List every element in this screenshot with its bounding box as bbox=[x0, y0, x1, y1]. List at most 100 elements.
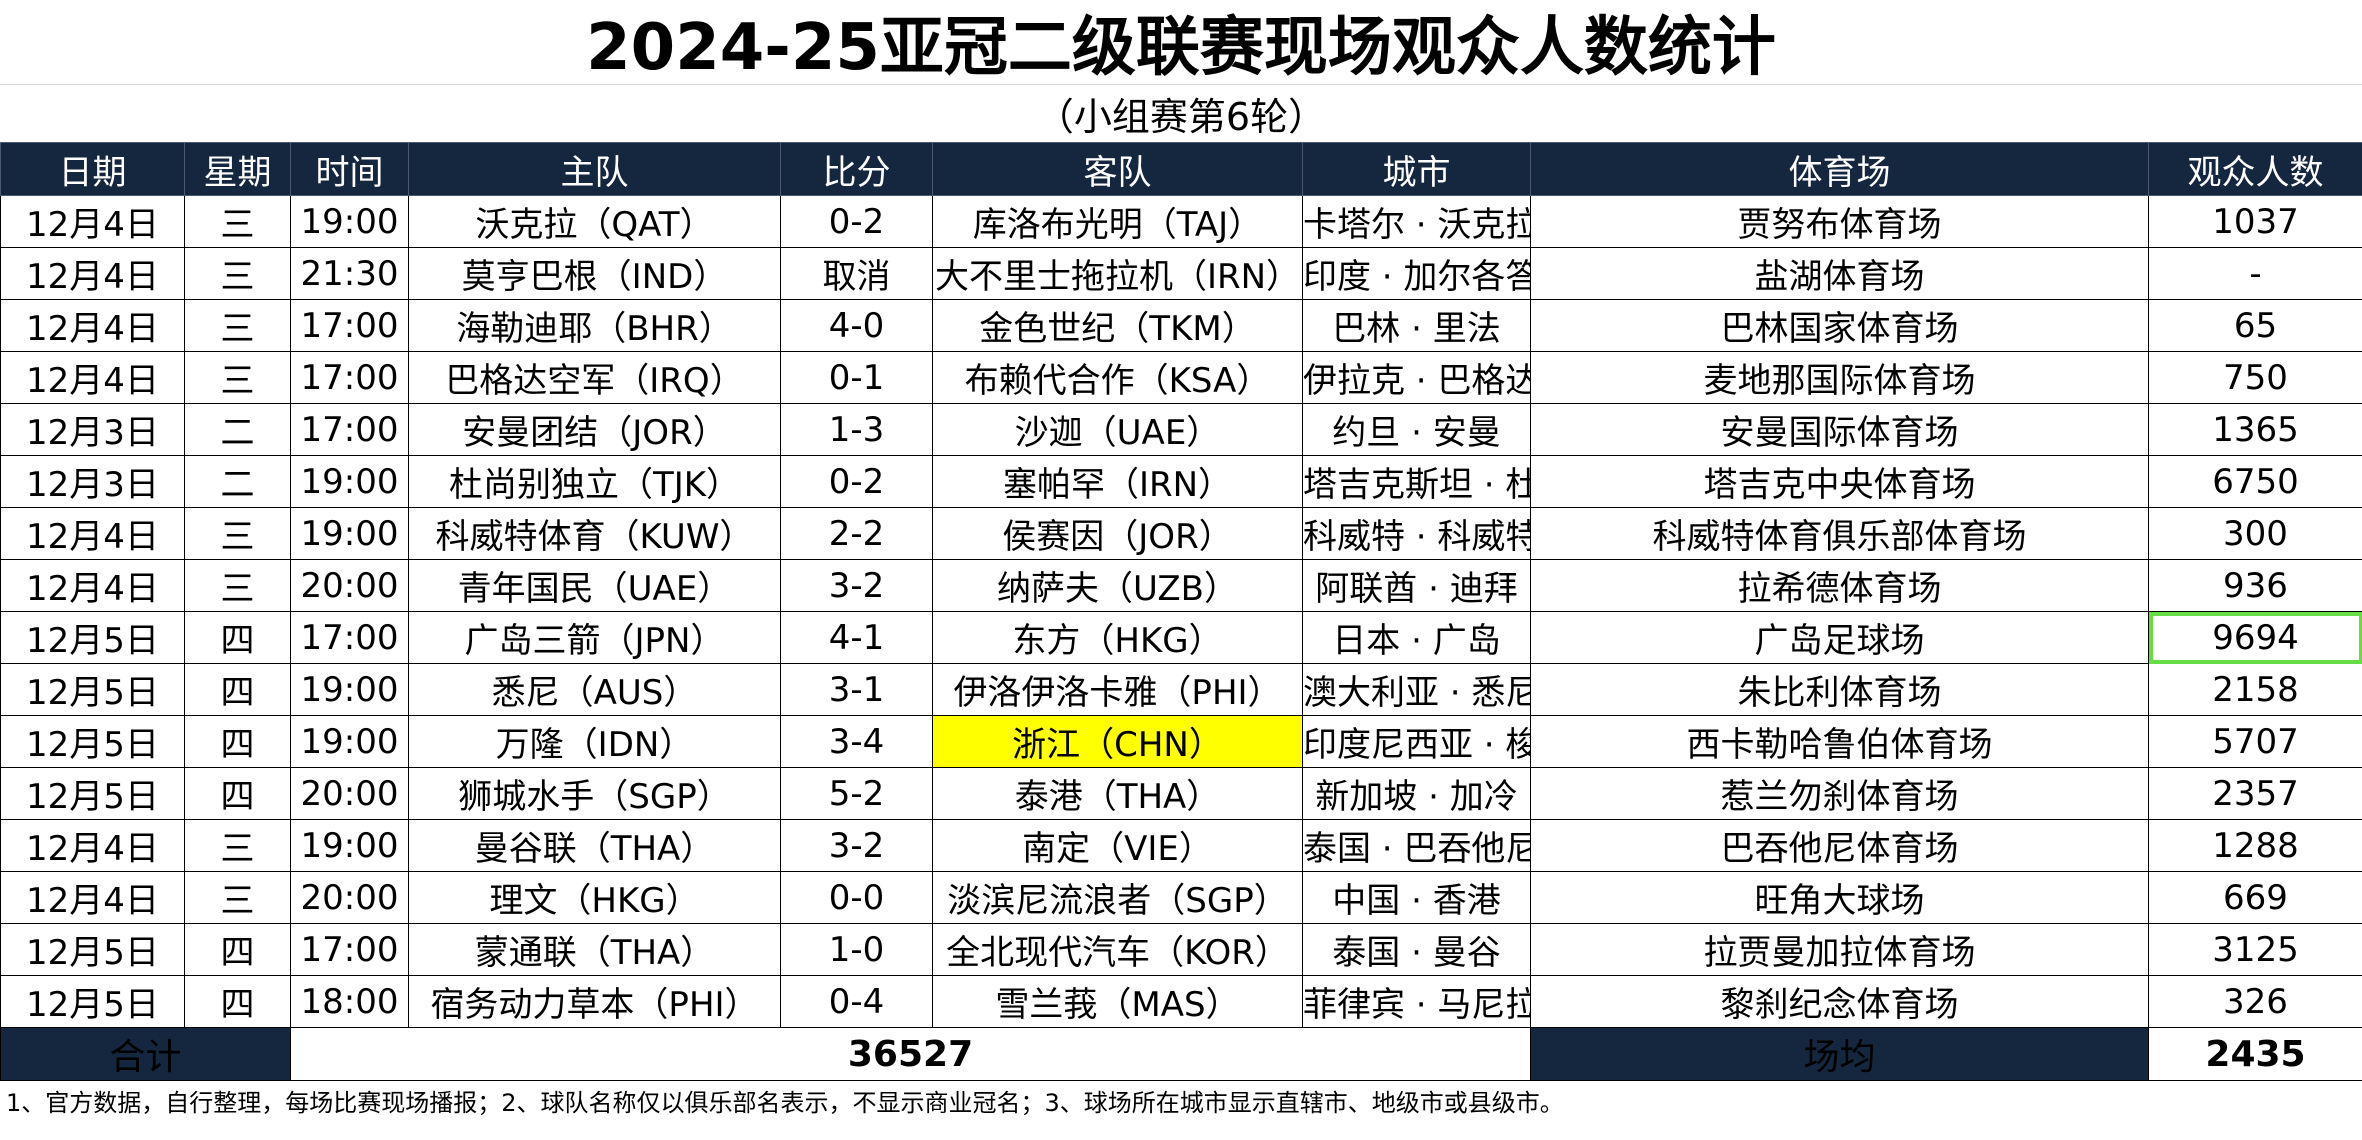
date-cell[interactable]: 12月5日 bbox=[0, 767, 185, 820]
away-team-cell[interactable]: 南定（VIE） bbox=[932, 819, 1303, 872]
city-cell[interactable]: 泰国 · 巴吞他尼 bbox=[1302, 819, 1531, 872]
date-cell[interactable]: 12月4日 bbox=[0, 299, 185, 352]
stadium-cell[interactable]: 塔吉克中央体育场 bbox=[1530, 455, 2149, 508]
time-cell[interactable]: 21:30 bbox=[290, 247, 409, 300]
attendance-cell[interactable]: 2158 bbox=[2148, 663, 2362, 716]
date-cell[interactable]: 12月3日 bbox=[0, 455, 185, 508]
time-cell[interactable]: 19:00 bbox=[290, 715, 409, 768]
away-team-cell[interactable]: 金色世纪（TKM） bbox=[932, 299, 1303, 352]
time-cell[interactable]: 17:00 bbox=[290, 299, 409, 352]
attendance-cell[interactable]: 750 bbox=[2148, 351, 2362, 404]
home-team-cell[interactable]: 莫亨巴根（IND） bbox=[408, 247, 781, 300]
header-score[interactable]: 比分 bbox=[780, 142, 933, 196]
weekday-cell[interactable]: 三 bbox=[184, 247, 291, 300]
home-team-cell[interactable]: 狮城水手（SGP） bbox=[408, 767, 781, 820]
home-team-cell[interactable]: 宿务动力草本（PHI） bbox=[408, 975, 781, 1028]
attendance-cell[interactable]: 1037 bbox=[2148, 195, 2362, 248]
weekday-cell[interactable]: 三 bbox=[184, 299, 291, 352]
weekday-cell[interactable]: 四 bbox=[184, 923, 291, 976]
attendance-cell[interactable]: 1288 bbox=[2148, 819, 2362, 872]
date-cell[interactable]: 12月4日 bbox=[0, 351, 185, 404]
stadium-cell[interactable]: 巴林国家体育场 bbox=[1530, 299, 2149, 352]
attendance-cell[interactable]: 65 bbox=[2148, 299, 2362, 352]
attendance-cell[interactable]: 1365 bbox=[2148, 403, 2362, 456]
average-value[interactable]: 2435 bbox=[2148, 1027, 2362, 1081]
stadium-cell[interactable]: 巴吞他尼体育场 bbox=[1530, 819, 2149, 872]
score-cell[interactable]: 0-4 bbox=[780, 975, 933, 1028]
city-cell[interactable]: 巴林 · 里法 bbox=[1302, 299, 1531, 352]
weekday-cell[interactable]: 三 bbox=[184, 871, 291, 924]
city-cell[interactable]: 阿联酋 · 迪拜 bbox=[1302, 559, 1531, 612]
city-cell[interactable]: 菲律宾 · 马尼拉 bbox=[1302, 975, 1531, 1028]
time-cell[interactable]: 17:00 bbox=[290, 611, 409, 664]
score-cell[interactable]: 1-0 bbox=[780, 923, 933, 976]
stadium-cell[interactable]: 盐湖体育场 bbox=[1530, 247, 2149, 300]
time-cell[interactable]: 19:00 bbox=[290, 507, 409, 560]
away-team-cell[interactable]: 库洛布光明（TAJ） bbox=[932, 195, 1303, 248]
attendance-cell[interactable]: 5707 bbox=[2148, 715, 2362, 768]
attendance-cell[interactable]: - bbox=[2148, 247, 2362, 300]
home-team-cell[interactable]: 巴格达空军（IRQ） bbox=[408, 351, 781, 404]
header-weekday[interactable]: 星期 bbox=[184, 142, 291, 196]
away-team-cell[interactable]: 沙迦（UAE） bbox=[932, 403, 1303, 456]
weekday-cell[interactable]: 四 bbox=[184, 975, 291, 1028]
away-team-cell[interactable]: 塞帕罕（IRN） bbox=[932, 455, 1303, 508]
time-cell[interactable]: 20:00 bbox=[290, 559, 409, 612]
city-cell[interactable]: 澳大利亚 · 悉尼 bbox=[1302, 663, 1531, 716]
attendance-cell[interactable]: 9694 bbox=[2148, 611, 2362, 664]
stadium-cell[interactable]: 惹兰勿刹体育场 bbox=[1530, 767, 2149, 820]
score-cell[interactable]: 2-2 bbox=[780, 507, 933, 560]
away-team-cell[interactable]: 全北现代汽车（KOR） bbox=[932, 923, 1303, 976]
score-cell[interactable]: 4-0 bbox=[780, 299, 933, 352]
stadium-cell[interactable]: 朱比利体育场 bbox=[1530, 663, 2149, 716]
weekday-cell[interactable]: 三 bbox=[184, 195, 291, 248]
stadium-cell[interactable]: 拉希德体育场 bbox=[1530, 559, 2149, 612]
city-cell[interactable]: 日本 · 广岛 bbox=[1302, 611, 1531, 664]
city-cell[interactable]: 科威特 · 科威特城 bbox=[1302, 507, 1531, 560]
away-team-cell[interactable]: 泰港（THA） bbox=[932, 767, 1303, 820]
date-cell[interactable]: 12月4日 bbox=[0, 507, 185, 560]
attendance-cell[interactable]: 300 bbox=[2148, 507, 2362, 560]
stadium-cell[interactable]: 麦地那国际体育场 bbox=[1530, 351, 2149, 404]
city-cell[interactable]: 卡塔尔 · 沃克拉 bbox=[1302, 195, 1531, 248]
time-cell[interactable]: 19:00 bbox=[290, 663, 409, 716]
stadium-cell[interactable]: 西卡勒哈鲁伯体育场 bbox=[1530, 715, 2149, 768]
time-cell[interactable]: 19:00 bbox=[290, 819, 409, 872]
header-home-team[interactable]: 主队 bbox=[408, 142, 781, 196]
score-cell[interactable]: 3-2 bbox=[780, 559, 933, 612]
date-cell[interactable]: 12月4日 bbox=[0, 819, 185, 872]
home-team-cell[interactable]: 安曼团结（JOR） bbox=[408, 403, 781, 456]
home-team-cell[interactable]: 理文（HKG） bbox=[408, 871, 781, 924]
stadium-cell[interactable]: 拉贾曼加拉体育场 bbox=[1530, 923, 2149, 976]
time-cell[interactable]: 20:00 bbox=[290, 767, 409, 820]
away-team-cell[interactable]: 纳萨夫（UZB） bbox=[932, 559, 1303, 612]
score-cell[interactable]: 3-2 bbox=[780, 819, 933, 872]
attendance-cell[interactable]: 2357 bbox=[2148, 767, 2362, 820]
date-cell[interactable]: 12月5日 bbox=[0, 715, 185, 768]
city-cell[interactable]: 伊拉克 · 巴格达 bbox=[1302, 351, 1531, 404]
time-cell[interactable]: 17:00 bbox=[290, 403, 409, 456]
away-team-cell[interactable]: 淡滨尼流浪者（SGP） bbox=[932, 871, 1303, 924]
stadium-cell[interactable]: 旺角大球场 bbox=[1530, 871, 2149, 924]
weekday-cell[interactable]: 二 bbox=[184, 455, 291, 508]
weekday-cell[interactable]: 三 bbox=[184, 351, 291, 404]
header-attendance[interactable]: 观众人数 bbox=[2148, 142, 2362, 196]
time-cell[interactable]: 20:00 bbox=[290, 871, 409, 924]
time-cell[interactable]: 19:00 bbox=[290, 455, 409, 508]
away-team-cell[interactable]: 东方（HKG） bbox=[932, 611, 1303, 664]
home-team-cell[interactable]: 万隆（IDN） bbox=[408, 715, 781, 768]
score-cell[interactable]: 取消 bbox=[780, 247, 933, 300]
date-cell[interactable]: 12月4日 bbox=[0, 559, 185, 612]
attendance-cell[interactable]: 6750 bbox=[2148, 455, 2362, 508]
weekday-cell[interactable]: 三 bbox=[184, 559, 291, 612]
score-cell[interactable]: 0-2 bbox=[780, 195, 933, 248]
stadium-cell[interactable]: 黎刹纪念体育场 bbox=[1530, 975, 2149, 1028]
date-cell[interactable]: 12月4日 bbox=[0, 195, 185, 248]
stadium-cell[interactable]: 贾努布体育场 bbox=[1530, 195, 2149, 248]
home-team-cell[interactable]: 悉尼（AUS） bbox=[408, 663, 781, 716]
stadium-cell[interactable]: 科威特体育俱乐部体育场 bbox=[1530, 507, 2149, 560]
date-cell[interactable]: 12月4日 bbox=[0, 871, 185, 924]
weekday-cell[interactable]: 四 bbox=[184, 715, 291, 768]
city-cell[interactable]: 印度 · 加尔各答 bbox=[1302, 247, 1531, 300]
away-team-cell[interactable]: 伊洛伊洛卡雅（PHI） bbox=[932, 663, 1303, 716]
